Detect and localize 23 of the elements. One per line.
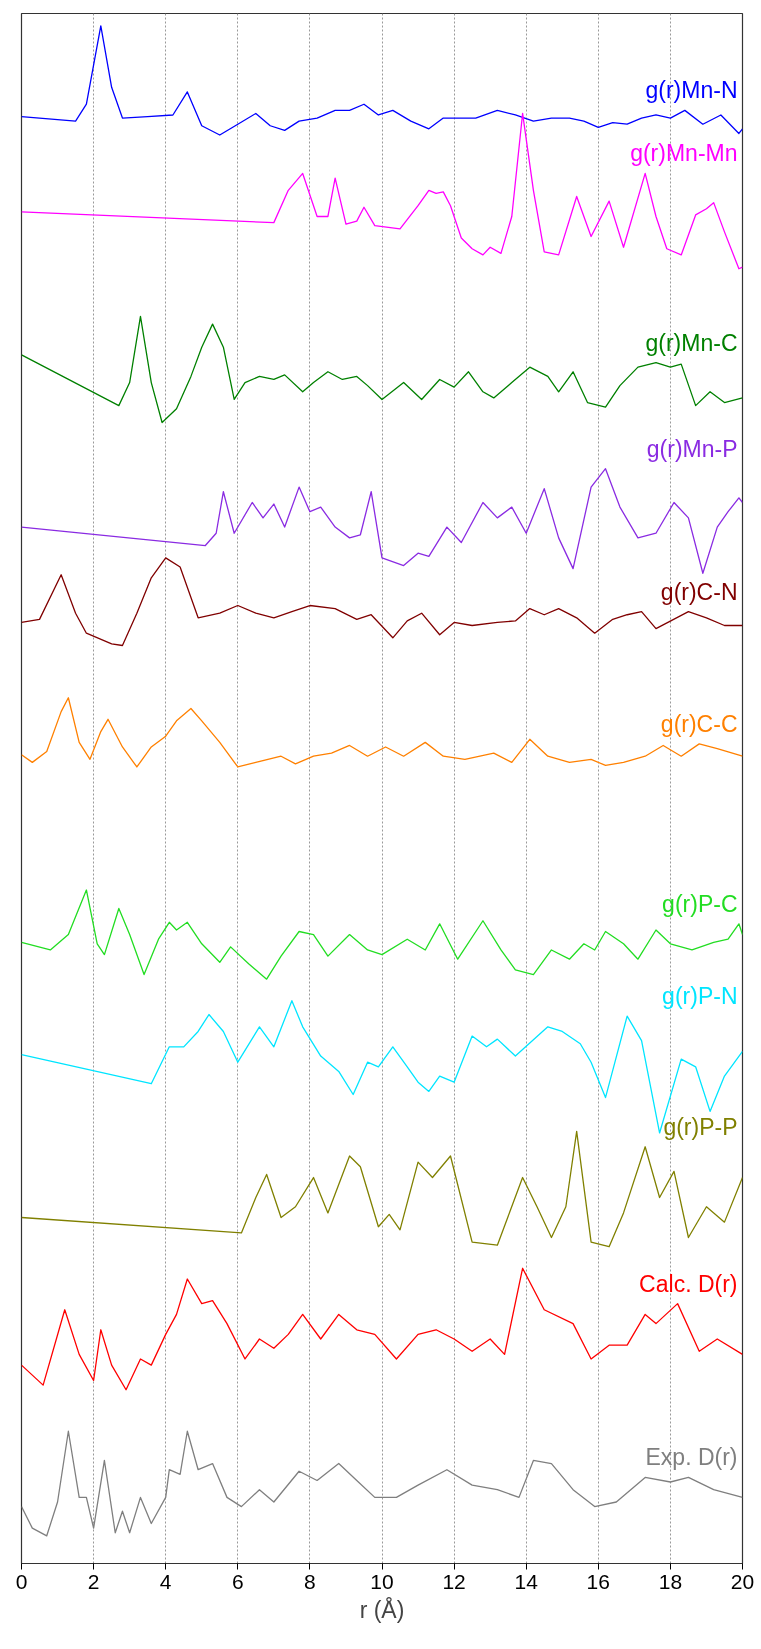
- x-tick-label: 4: [159, 1569, 172, 1593]
- series-label: g(r)P-N: [662, 983, 738, 1010]
- series-label: g(r)Mn-Mn: [630, 140, 738, 167]
- x-tick-label: 12: [442, 1569, 466, 1593]
- x-tick-label: 6: [231, 1569, 244, 1593]
- series-label: Calc. D(r): [639, 1270, 738, 1297]
- x-tick-label: 20: [730, 1569, 755, 1593]
- series-label: g(r)C-C: [660, 710, 738, 737]
- series-label: g(r)C-N: [660, 578, 738, 605]
- x-tick-label: 14: [514, 1569, 539, 1593]
- x-tick-label: 16: [586, 1569, 610, 1593]
- series-label: Exp. D(r): [645, 1444, 738, 1471]
- series-label: g(r)Mn-N: [645, 77, 738, 104]
- x-axis-title: r (Å): [359, 1595, 405, 1623]
- series-label: g(r)P-C: [662, 890, 738, 917]
- x-tick-label: 8: [304, 1569, 316, 1593]
- x-tick-label: 18: [658, 1569, 683, 1593]
- series-label: g(r)Mn-C: [645, 329, 738, 356]
- x-tick-label: 0: [15, 1569, 28, 1593]
- x-tick-label: 10: [370, 1569, 394, 1593]
- series-label: g(r)P-P: [663, 1113, 738, 1140]
- series-label: g(r)Mn-P: [646, 435, 738, 462]
- x-tick-label: 2: [87, 1569, 100, 1593]
